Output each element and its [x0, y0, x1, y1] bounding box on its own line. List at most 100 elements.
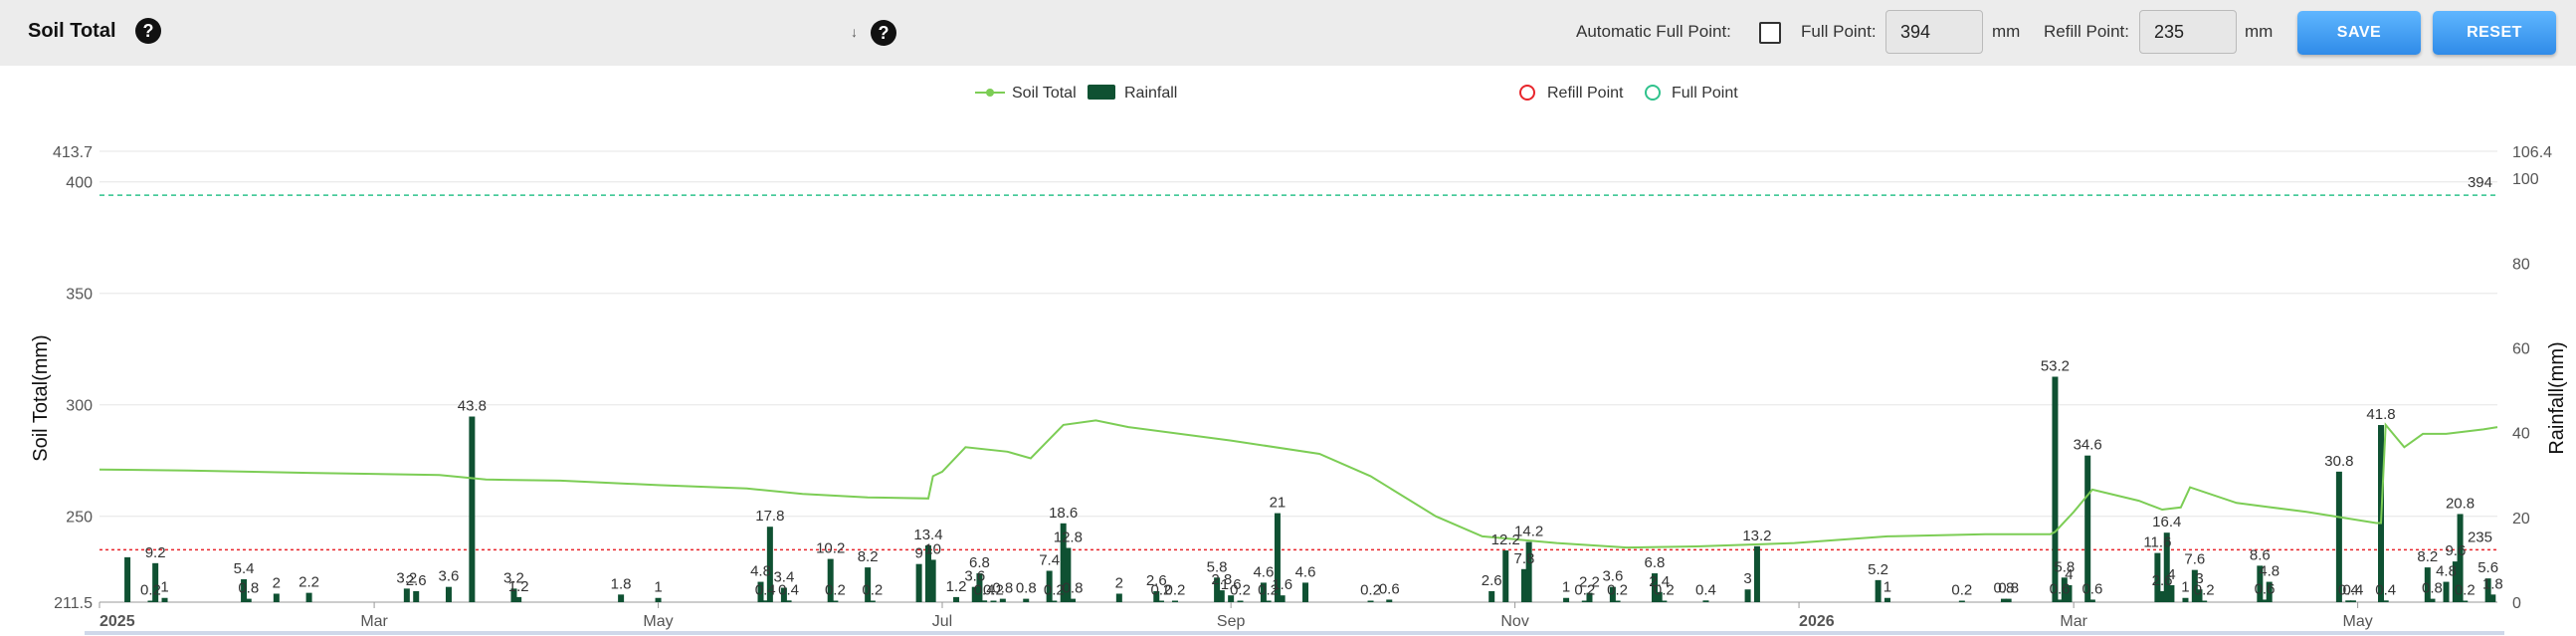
y-right-tick-label: 60 — [2512, 341, 2530, 358]
rainfall-data-label: 43.8 — [458, 398, 487, 415]
rainfall-bar — [2191, 569, 2198, 602]
rainfall-data-label: 3 — [2195, 570, 2203, 587]
rainfall-data-label: 4.6 — [1253, 563, 1274, 580]
rainfall-bar — [1218, 590, 1225, 602]
help-icon-secondary[interactable]: ? — [871, 20, 896, 46]
refill-point-label: 235 — [2468, 529, 2492, 545]
rainfall-data-label: 0.8 — [1063, 580, 1084, 597]
rainfall-bar — [1023, 598, 1030, 602]
rainfall-data-label: 4 — [2167, 566, 2175, 583]
rainfall-bar — [445, 586, 452, 602]
rainfall-bar — [510, 588, 517, 602]
rainfall-data-label: 2.4 — [1649, 573, 1670, 590]
y-right-tick-label: 40 — [2512, 426, 2530, 443]
x-tick-label: 2026 — [1799, 613, 1835, 630]
rainfall-data-label: 3.2 — [503, 569, 524, 586]
full-point-label: 394 — [2468, 174, 2492, 191]
rainfall-data-label: 0.8 — [992, 580, 1013, 597]
rainfall-data-label: 0.2 — [1360, 582, 1381, 599]
reset-button[interactable]: RESET — [2433, 11, 2556, 55]
rainfall-data-label: 2.2 — [1579, 574, 1600, 591]
rainfall-data-label: 3.4 — [773, 569, 794, 586]
rainfall-data-label: 4.6 — [1295, 563, 1316, 580]
rainfall-bar — [1260, 582, 1267, 602]
rainfall-bar — [1702, 600, 1709, 602]
rainfall-bar — [124, 556, 131, 602]
rainfall-data-label: 1.6 — [1272, 576, 1292, 593]
rainfall-bar — [1609, 586, 1616, 602]
rainfall-bar — [655, 597, 662, 602]
rainfall-data-label: 0.8 — [1994, 580, 2015, 597]
rainfall-data-label: 1.8 — [611, 575, 632, 592]
rainfall-bar — [757, 581, 764, 602]
auto-full-point-label: Automatic Full Point: — [1576, 22, 1731, 41]
rainfall-bar — [2066, 584, 2073, 602]
rainfall-data-label: 3.2 — [396, 569, 417, 586]
rainfall-data-label: 1 — [1562, 579, 1570, 596]
rainfall-bar — [1883, 597, 1890, 602]
soil-rainfall-chart: Soil Total Rainfall Refill Point Full Po… — [30, 85, 2568, 635]
legend-refill-label[interactable]: Refill Point — [1547, 85, 1624, 102]
rainfall-data-label: 0.2 — [1654, 582, 1675, 599]
rainfall-bar — [2484, 578, 2491, 602]
soil-total-line — [99, 419, 2498, 549]
rainfall-bar — [2443, 581, 2450, 602]
rainfall-data-label: 8.6 — [2250, 546, 2271, 563]
rainfall-bar — [1958, 600, 1965, 602]
legend-rain-label[interactable]: Rainfall — [1124, 85, 1177, 102]
legend-rain-swatch[interactable] — [1088, 85, 1115, 100]
rainfall-bar — [1581, 600, 1588, 602]
rainfall-data-label: 1 — [1883, 579, 1891, 596]
rainfall-bar — [999, 598, 1006, 602]
full-point-input[interactable]: 394 — [1885, 10, 1983, 54]
rainfall-bar — [2061, 577, 2068, 602]
rainfall-bar — [780, 587, 787, 602]
rainfall-bar — [161, 597, 168, 602]
rainfall-bar — [1488, 590, 1495, 602]
rainfall-bar — [924, 544, 931, 602]
rainfall-data-label: 30.8 — [2324, 453, 2353, 470]
rainfall-data-label: 7.6 — [2184, 551, 2205, 568]
rainfall-bar — [1051, 600, 1058, 602]
rainfall-bar — [2452, 561, 2459, 602]
rainfall-data-label: 5.8 — [1207, 558, 1228, 575]
rainfall-data-label: 20.8 — [2446, 495, 2475, 512]
refill-point-input[interactable]: 235 — [2139, 10, 2237, 54]
rainfall-data-label: 2.2 — [298, 574, 319, 591]
rainfall-data-label: 5.4 — [234, 560, 255, 577]
rainfall-bar — [1302, 582, 1309, 602]
rainfall-bar — [865, 567, 872, 602]
full-point-unit: mm — [1992, 22, 2021, 41]
rainfall-data-label: 5.6 — [2477, 559, 2498, 576]
legend-soil-label[interactable]: Soil Total — [1012, 85, 1077, 102]
rainfall-bar — [971, 586, 978, 602]
rainfall-bar — [1386, 599, 1393, 602]
legend-full-marker[interactable] — [1645, 85, 1661, 101]
auto-full-point-checkbox[interactable] — [1759, 22, 1781, 44]
rainfall-bar — [2262, 599, 2269, 602]
rainfall-bar — [1586, 592, 1593, 602]
rainfall-bar — [1265, 600, 1272, 602]
rainfall-data-label: 2.8 — [1211, 571, 1232, 588]
page-title: Soil Total — [28, 20, 116, 42]
rainfall-bar — [2345, 600, 2352, 602]
rainfall-bar — [990, 600, 997, 602]
rainfall-data-label: 0.2 — [825, 582, 846, 599]
rainfall-data-label: 12.2 — [1491, 531, 1520, 548]
rainfall-data-label: 0.6 — [1379, 580, 1400, 597]
legend-full-label[interactable]: Full Point — [1672, 85, 1738, 102]
save-button[interactable]: SAVE — [2297, 11, 2421, 55]
rainfall-data-label: 3.6 — [1602, 568, 1623, 585]
rainfall-data-label: 0.2 — [1044, 582, 1065, 599]
rainfall-bar — [2429, 598, 2436, 602]
rainfall-bar — [273, 593, 280, 602]
rainfall-data-label: 5.8 — [2054, 558, 2075, 575]
rainfall-data-label: 0.8 — [1998, 580, 2019, 597]
rainfall-data-label: 2.6 — [2152, 572, 2173, 589]
legend-refill-marker[interactable] — [1519, 85, 1535, 101]
help-icon[interactable]: ? — [135, 18, 161, 44]
rainfall-data-label: 0.2 — [1230, 582, 1251, 599]
rainfall-data-label: 0.2 — [1258, 582, 1279, 599]
rainfall-bar — [515, 596, 522, 602]
x-range-scroller[interactable] — [85, 631, 2504, 635]
